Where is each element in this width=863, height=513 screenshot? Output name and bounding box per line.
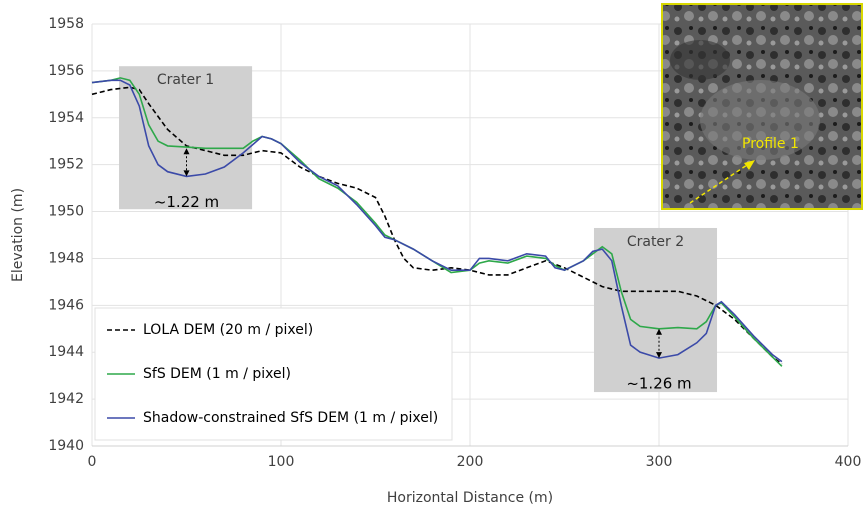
inset-image: Profile 1 [661, 3, 863, 210]
crater-region [119, 66, 253, 210]
series-line [91, 79, 783, 363]
y-tick-label: 1958 [48, 16, 84, 32]
y-tick-label: 1950 [48, 204, 84, 220]
y-tick-label: 1956 [48, 63, 84, 79]
annotation: ~1.22 m [154, 193, 219, 211]
series-line [91, 86, 783, 365]
y-tick-label: 1948 [48, 250, 84, 266]
y-tick-label: 1940 [48, 438, 84, 454]
x-tick-label: 400 [835, 454, 862, 470]
y-tick-label: 1952 [48, 157, 84, 173]
y-axis-label: Elevation (m) [10, 188, 26, 282]
x-tick-label: 200 [457, 454, 484, 470]
arrow-head [183, 148, 190, 155]
arrow-head [183, 170, 190, 177]
y-tick-label: 1946 [48, 297, 84, 313]
legend-box [94, 307, 453, 441]
legend-label: Shadow-constrained SfS DEM (1 m / pixel) [143, 410, 438, 426]
crater-region [593, 227, 718, 393]
legend-label: LOLA DEM (20 m / pixel) [143, 322, 313, 338]
x-axis-label: Horizontal Distance (m) [387, 490, 553, 506]
y-tick-label: 1942 [48, 391, 84, 407]
arrow-head [656, 352, 662, 359]
y-tick-label: 1954 [48, 110, 84, 126]
x-tick-label: 300 [646, 454, 673, 470]
region-label: Crater 1 [157, 72, 214, 88]
arrow-head [656, 328, 662, 335]
inset-label: Profile 1 [742, 136, 799, 152]
annotation: ~1.26 m [626, 375, 691, 393]
legend-label: SfS DEM (1 m / pixel) [143, 366, 291, 382]
x-tick-label: 0 [88, 454, 97, 470]
y-tick-label: 1944 [48, 344, 84, 360]
series-line [91, 77, 783, 367]
x-tick-label: 100 [268, 454, 295, 470]
region-label: Crater 2 [627, 234, 684, 250]
